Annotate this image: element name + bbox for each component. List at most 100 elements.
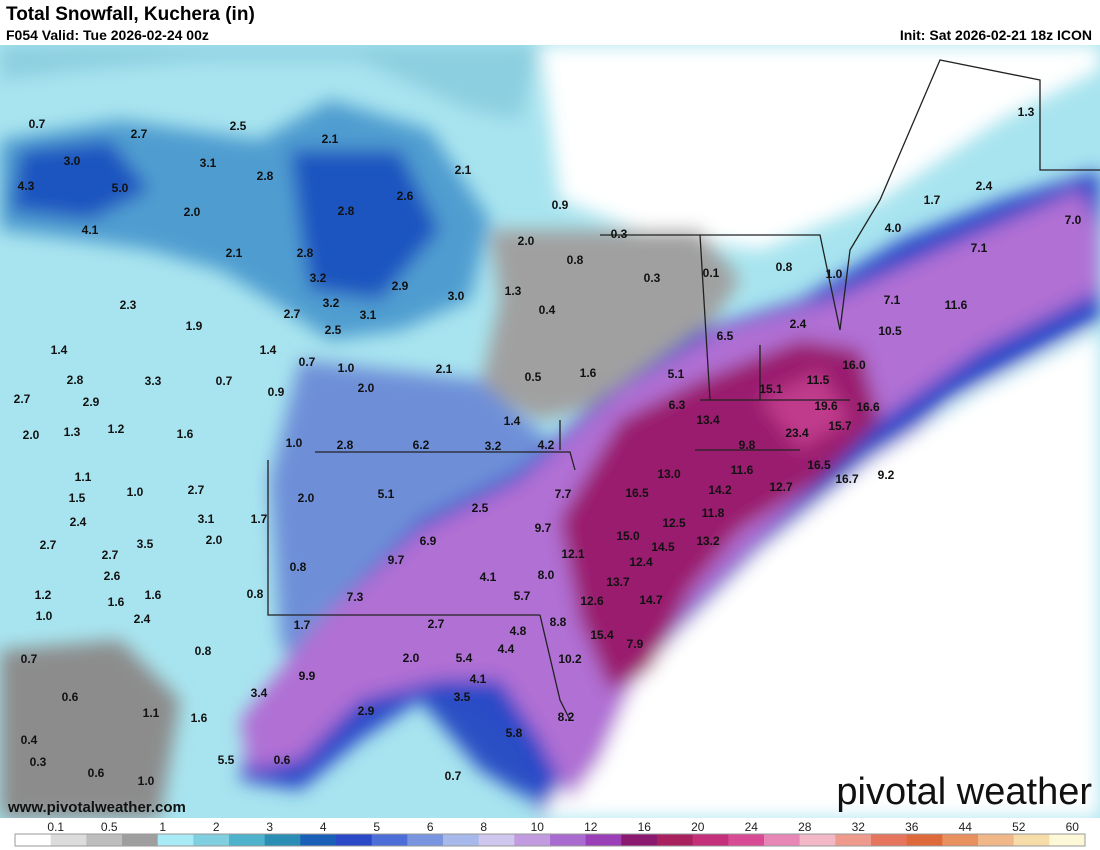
- snow-total: 0.9: [552, 198, 569, 212]
- snow-total: 0.3: [644, 271, 661, 285]
- snow-total: 8.0: [538, 568, 555, 582]
- colorbar-label: 3: [266, 820, 273, 834]
- colorbar-label: 16: [638, 820, 652, 834]
- snow-total: 1.2: [35, 588, 52, 602]
- snow-total: 0.6: [274, 753, 291, 767]
- snow-total: 3.0: [448, 289, 465, 303]
- snow-total: 14.7: [639, 593, 663, 607]
- colorbar-bin: [122, 834, 159, 846]
- colorbar-bin: [621, 834, 658, 846]
- colorbar-label: 60: [1066, 820, 1080, 834]
- snow-total: 11.6: [945, 298, 968, 312]
- snow-total: 9.2: [878, 468, 895, 482]
- snow-total: 0.8: [776, 260, 793, 274]
- colorbar-label: 32: [852, 820, 866, 834]
- snow-total: 4.2: [538, 438, 555, 452]
- snow-total: 16.5: [625, 486, 649, 500]
- snow-total: 2.5: [472, 501, 489, 515]
- max-core: [760, 370, 850, 450]
- snow-total: 1.5: [69, 491, 86, 505]
- snow-total: 0.8: [290, 560, 307, 574]
- snow-total: 16.6: [856, 400, 880, 414]
- snow-total: 2.4: [976, 179, 993, 193]
- snow-total: 0.8: [567, 253, 584, 267]
- snow-total: 0.9: [268, 385, 285, 399]
- snow-total: 5.0: [112, 181, 129, 195]
- snow-total: 1.1: [143, 706, 160, 720]
- snow-total: 5.5: [218, 753, 235, 767]
- snow-total: 1.0: [826, 267, 843, 281]
- snow-total: 1.0: [138, 774, 155, 788]
- snow-total: 0.6: [62, 690, 79, 704]
- snow-total: 16.5: [807, 458, 831, 472]
- colorbar-bin: [86, 834, 123, 846]
- colorbar-label: 44: [959, 820, 973, 834]
- snow-total: 6.5: [717, 329, 734, 343]
- snow-total: 3.1: [360, 308, 377, 322]
- snow-total: 2.8: [338, 204, 355, 218]
- snow-total: 7.1: [971, 241, 988, 255]
- snow-total: 4.1: [470, 672, 487, 686]
- snow-total: 1.6: [108, 595, 125, 609]
- colorbar-bin: [799, 834, 836, 846]
- no-snow-north: [540, 45, 1100, 250]
- snow-total: 2.0: [403, 651, 420, 665]
- colorbar-bin: [371, 834, 408, 846]
- snow-total: 3.1: [198, 512, 215, 526]
- snow-total: 14.5: [651, 540, 675, 554]
- colorbar-label: 10: [531, 820, 545, 834]
- colorbar-bin: [15, 834, 52, 846]
- snow-total: 2.0: [206, 533, 223, 547]
- snow-total: 1.4: [504, 414, 521, 428]
- snow-total: 13.2: [696, 534, 720, 548]
- snow-total: 5.1: [668, 367, 685, 381]
- snow-total: 3.0: [64, 154, 81, 168]
- snow-total: 8.8: [550, 615, 567, 629]
- colorbar-bin: [657, 834, 694, 846]
- snow-total: 1.6: [145, 588, 162, 602]
- snow-total: 2.5: [325, 323, 342, 337]
- snow-total: 2.7: [131, 127, 148, 141]
- snow-total: 2.8: [337, 438, 354, 452]
- snow-total: 1.6: [177, 427, 194, 441]
- colorbar-label: 36: [905, 820, 919, 834]
- no-snow-ocean: [540, 330, 1100, 818]
- colorbar-bin: [229, 834, 266, 846]
- snow-total: 3.5: [454, 690, 471, 704]
- colorbar-bin: [835, 834, 872, 846]
- snow-total: 16.0: [842, 358, 866, 372]
- snow-total: 5.8: [506, 726, 523, 740]
- snow-total: 3.2: [485, 439, 502, 453]
- snow-total: 3.4: [251, 686, 268, 700]
- snow-total: 0.3: [611, 227, 628, 241]
- snow-total: 10.2: [558, 652, 582, 666]
- colorbar-bin: [336, 834, 373, 846]
- colorbar-bin: [300, 834, 337, 846]
- snow-total: 3.5: [137, 537, 154, 551]
- snow-total: 4.1: [480, 570, 497, 584]
- snow-total: 11.5: [807, 373, 830, 387]
- colorbar-bin: [407, 834, 444, 846]
- snow-total: 1.3: [1018, 105, 1035, 119]
- snow-total: 1.0: [338, 361, 355, 375]
- colorbar-bin: [478, 834, 515, 846]
- snow-total: 2.4: [70, 515, 87, 529]
- snow-total: 2.1: [436, 362, 453, 376]
- colorbar-bin: [50, 834, 87, 846]
- colorbar-bin: [906, 834, 943, 846]
- logo: pivotal weather: [836, 771, 1092, 813]
- snow-total: 1.1: [75, 470, 92, 484]
- snow-total: 2.1: [226, 246, 243, 260]
- snow-total: 2.6: [104, 569, 121, 583]
- snow-total: 0.8: [247, 587, 264, 601]
- snow-total: 11.8: [702, 506, 725, 520]
- snow-total: 4.3: [18, 179, 35, 193]
- snow-total: 19.6: [814, 399, 838, 413]
- snow-total: 2.0: [518, 234, 535, 248]
- snow-total: 1.3: [505, 284, 522, 298]
- snow-total: 2.6: [397, 189, 414, 203]
- snow-total: 6.2: [413, 438, 430, 452]
- snow-total: 10.5: [878, 324, 902, 338]
